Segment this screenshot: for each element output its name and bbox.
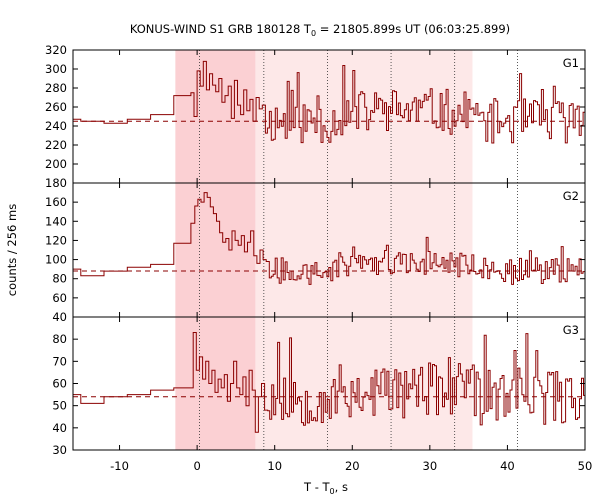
panel-G1-ytick-label-240: 240 xyxy=(45,119,67,133)
xtick-label-10: 10 xyxy=(267,459,282,473)
panel-G2-ytick-label-160: 160 xyxy=(45,195,67,209)
xtick-label-50: 50 xyxy=(578,459,593,473)
panel-G2-ytick-label-120: 120 xyxy=(45,233,67,247)
panel-G1-light-curve xyxy=(73,60,585,144)
panel-G3-ytick-label-80: 80 xyxy=(52,332,67,346)
panel-G3-light-curve xyxy=(73,332,585,433)
chart-title: KONUS-WIND S1 GRB 180128 T0 = 21805.899s… xyxy=(130,22,510,38)
panel-G3-ytick-label-50: 50 xyxy=(52,399,67,413)
xtick-label--10: -10 xyxy=(110,459,129,473)
panel-G3-ytick-label-40: 40 xyxy=(52,421,67,435)
panel-G2-ytick-label-40: 40 xyxy=(52,310,67,324)
panel-G3-ytick-label-70: 70 xyxy=(52,354,67,368)
panel-G1-ytick-label-300: 300 xyxy=(45,62,67,76)
xtick-label-40: 40 xyxy=(500,459,515,473)
panel-G1-label: G1 xyxy=(563,56,579,70)
y-axis-label: counts / 256 ms xyxy=(5,204,19,296)
panel-G2-light-curve xyxy=(73,192,585,285)
xtick-label-0: 0 xyxy=(193,459,200,473)
panel-G1-ytick-label-320: 320 xyxy=(45,43,67,57)
panel-G2-label: G2 xyxy=(563,189,579,203)
panel-G2-ytick-label-100: 100 xyxy=(45,253,67,267)
panel-G3-ytick-label-30: 30 xyxy=(52,443,67,457)
panel-G2-ytick-label-80: 80 xyxy=(52,272,67,286)
panel-G1-ytick-label-200: 200 xyxy=(45,157,67,171)
panel-G3-label: G3 xyxy=(563,323,579,337)
plot-layer: G1200220240260280300320G2406080100120140… xyxy=(45,43,592,473)
x-axis-label: T - T0, s xyxy=(303,480,348,496)
xtick-label-30: 30 xyxy=(423,459,438,473)
xtick-label-20: 20 xyxy=(345,459,360,473)
panel-G1-ytick-label-220: 220 xyxy=(45,138,67,152)
panel-G2-ytick-label-140: 140 xyxy=(45,214,67,228)
panel-G3-ytick-label-60: 60 xyxy=(52,377,67,391)
panel-G2-ytick-label-180: 180 xyxy=(45,176,67,190)
panel-G1-ytick-label-260: 260 xyxy=(45,100,67,114)
panel-G1-ytick-label-280: 280 xyxy=(45,81,67,95)
panel-G2-ytick-label-60: 60 xyxy=(52,291,67,305)
